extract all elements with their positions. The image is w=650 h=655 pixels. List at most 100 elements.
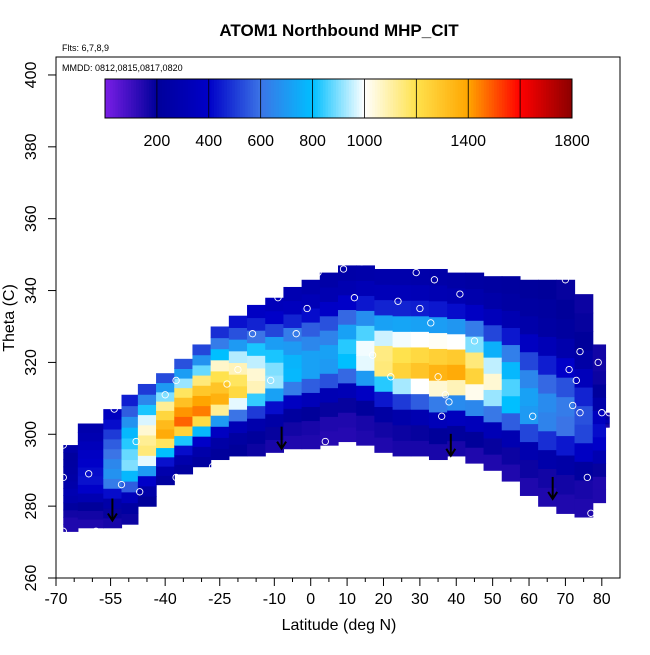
heatmap-cell bbox=[574, 424, 594, 444]
colorbar-segment bbox=[328, 79, 332, 118]
colorbar-segment bbox=[151, 79, 155, 118]
sample-point bbox=[430, 276, 439, 284]
heatmap-cell bbox=[63, 524, 79, 532]
heatmap-cell bbox=[356, 310, 375, 326]
colorbar-segment bbox=[198, 79, 202, 118]
heatmap-cell bbox=[410, 409, 430, 426]
heatmap-cell bbox=[538, 317, 557, 337]
colorbar-segment bbox=[302, 79, 306, 118]
heatmap-cell bbox=[392, 377, 412, 395]
colorbar-segment bbox=[169, 79, 173, 118]
heatmap-cell bbox=[538, 449, 557, 470]
heatmap-cell bbox=[592, 357, 607, 372]
colorbar-segment bbox=[141, 79, 145, 118]
colorbar-segment bbox=[569, 79, 573, 118]
sample-point bbox=[350, 294, 359, 302]
heatmap-cell bbox=[192, 374, 212, 386]
heatmap-cell bbox=[63, 480, 79, 489]
sample-point bbox=[172, 376, 180, 385]
colorbar-segment bbox=[237, 79, 241, 118]
colorbar-segment bbox=[527, 79, 531, 118]
colorbar-tick-label: 1000 bbox=[347, 133, 383, 150]
heatmap-cell bbox=[228, 339, 248, 352]
heatmap-cell bbox=[283, 381, 303, 396]
heatmap-cell bbox=[592, 423, 607, 438]
heatmap-cell bbox=[501, 395, 521, 414]
heatmap-cell bbox=[77, 449, 104, 459]
heatmap-cell bbox=[174, 368, 194, 379]
heatmap-cell bbox=[356, 355, 375, 371]
sample-point bbox=[59, 441, 67, 449]
colorbar-tick-label: 1400 bbox=[450, 133, 486, 150]
heatmap-cell bbox=[605, 416, 610, 419]
colorbar-segment bbox=[437, 79, 441, 118]
heatmap-cell bbox=[605, 417, 610, 420]
colorbar-segment bbox=[411, 79, 415, 118]
colorbar-segment bbox=[460, 79, 464, 118]
heatmap-cell bbox=[247, 392, 266, 407]
colorbar-segment bbox=[180, 79, 184, 118]
colorbar-segment bbox=[424, 79, 428, 118]
heatmap-cell bbox=[519, 387, 539, 407]
heatmap-cell bbox=[121, 427, 139, 439]
colorbar-segment bbox=[289, 79, 293, 118]
heatmap-cell bbox=[77, 423, 104, 433]
colorbar-segment bbox=[255, 79, 259, 118]
heatmap-cell bbox=[592, 397, 607, 411]
x-tick-label: 20 bbox=[375, 591, 393, 608]
colorbar-segment bbox=[226, 79, 231, 118]
heatmap-cell bbox=[121, 394, 139, 407]
heatmap-cell bbox=[465, 288, 485, 305]
heatmap-cell bbox=[410, 284, 430, 301]
heatmap-cell bbox=[137, 475, 157, 487]
heatmap-cell bbox=[592, 436, 607, 451]
heatmap-cell bbox=[592, 370, 607, 385]
heatmap-cell bbox=[103, 419, 123, 430]
x-tick-label: 10 bbox=[338, 591, 356, 608]
y-tick-label: 340 bbox=[23, 277, 40, 304]
colorbar-segment bbox=[322, 79, 327, 118]
colorbar-segment bbox=[361, 79, 365, 118]
heatmap-cell bbox=[210, 392, 230, 405]
colorbar-segment bbox=[403, 79, 407, 118]
heatmap-cell bbox=[556, 435, 576, 456]
sample-point bbox=[274, 294, 282, 302]
heatmap-cell bbox=[538, 411, 557, 432]
heatmap-cell bbox=[77, 440, 104, 451]
heatmap-cell bbox=[574, 386, 594, 407]
heatmap-cell bbox=[428, 427, 448, 445]
sample-point bbox=[234, 365, 242, 374]
colorbar-segment bbox=[268, 79, 272, 118]
heatmap-cell bbox=[410, 362, 430, 379]
colorbar-segment bbox=[556, 79, 560, 118]
heatmap-cell bbox=[410, 268, 430, 286]
heatmap-cell bbox=[392, 331, 412, 348]
heatmap-cell bbox=[483, 340, 503, 358]
y-tick-label: 400 bbox=[23, 62, 40, 89]
heatmap-cell bbox=[465, 367, 485, 385]
heatmap-cell bbox=[77, 475, 104, 485]
tropopause-arrow bbox=[445, 433, 457, 458]
heatmap-cell bbox=[247, 367, 266, 381]
colorbar-segment bbox=[522, 79, 526, 118]
colorbar-segment bbox=[343, 79, 347, 118]
colorbar-segment bbox=[333, 79, 337, 118]
heatmap-cell bbox=[121, 416, 139, 428]
heatmap-cell bbox=[77, 519, 104, 529]
colorbar-segment bbox=[115, 79, 119, 118]
heatmap-cell bbox=[137, 414, 157, 426]
heatmap-cell bbox=[192, 415, 212, 427]
heatmap-cell bbox=[338, 265, 357, 281]
colorbar-segment bbox=[188, 79, 192, 118]
heatmap-cell bbox=[247, 405, 266, 419]
heatmap-cell bbox=[265, 400, 285, 415]
heatmap-cell bbox=[356, 295, 375, 311]
heatmap-cell bbox=[592, 476, 607, 490]
heatmap-cell bbox=[356, 340, 375, 356]
heatmap-cell bbox=[465, 415, 485, 432]
heatmap-cell bbox=[392, 346, 412, 364]
colorbar-segment bbox=[117, 79, 122, 118]
heatmap-cell bbox=[338, 353, 357, 369]
heatmap-cell bbox=[156, 428, 175, 439]
heatmap-cell bbox=[483, 308, 503, 326]
